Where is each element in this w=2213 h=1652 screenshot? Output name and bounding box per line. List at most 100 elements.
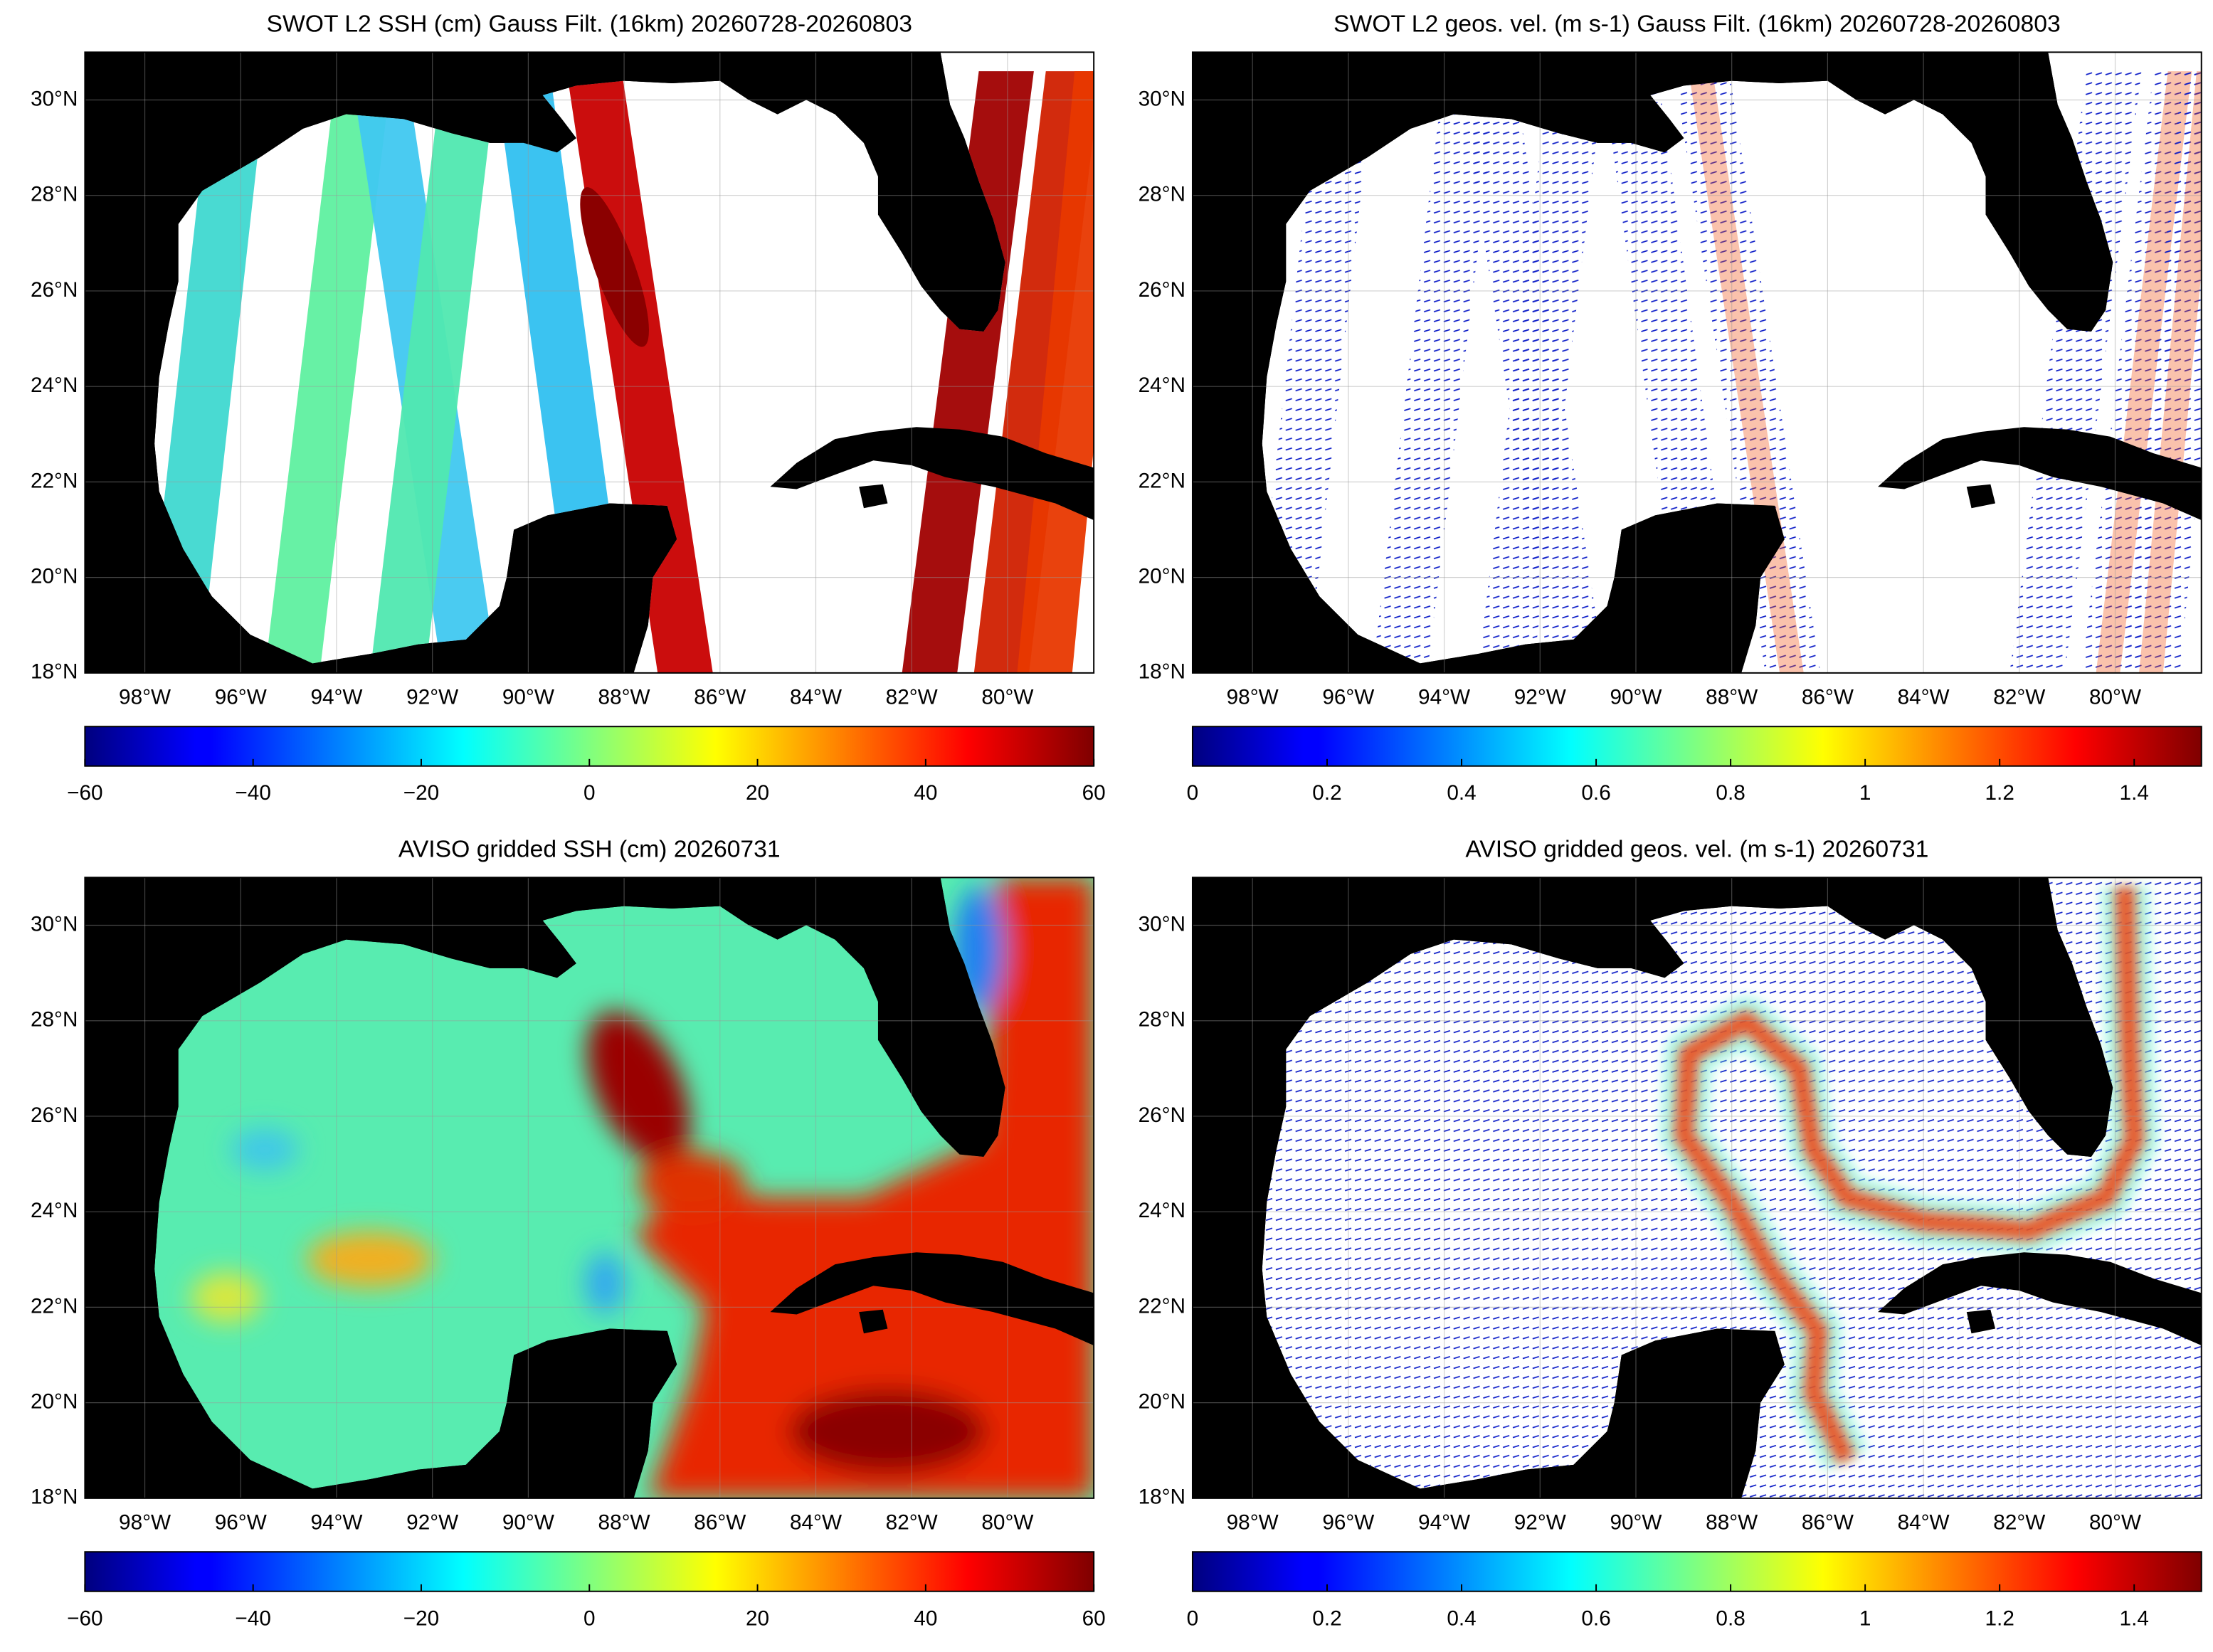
y-tick-label: 24°N	[1139, 1199, 1185, 1222]
x-tick-label: 98°W	[1227, 685, 1279, 709]
x-tick-label: 80°W	[2089, 685, 2141, 709]
island	[1966, 1309, 1996, 1334]
y-tick-label: 22°N	[1139, 1294, 1185, 1318]
swath	[902, 71, 1034, 673]
y-tick-label: 30°N	[31, 87, 78, 110]
y-tick-label: 24°N	[31, 1199, 78, 1222]
y-tick-label: 24°N	[1139, 374, 1185, 397]
colorbar-tick-label: 20	[746, 1606, 769, 1630]
colorbar-tick-label: 0	[1187, 1606, 1199, 1630]
colorbar-tick-label: 0	[583, 1606, 596, 1630]
x-tick-label: 94°W	[1418, 685, 1470, 709]
x-tick-label: 92°W	[406, 1510, 458, 1534]
colorbar-tick-label: 1	[1859, 1606, 1871, 1630]
panel-title: AVISO gridded SSH (cm) 20260731	[398, 836, 781, 863]
x-tick-label: 90°W	[502, 685, 554, 709]
island	[770, 427, 1094, 521]
colorbar-tick-label: −40	[235, 781, 270, 805]
island	[1878, 1252, 2202, 1346]
x-tick-label: 84°W	[790, 685, 842, 709]
x-tick-label: 86°W	[694, 685, 746, 709]
y-tick-label: 20°N	[1139, 564, 1185, 588]
x-tick-label: 88°W	[598, 1510, 650, 1534]
swath-fast-vectors	[2096, 71, 2192, 673]
y-tick-label: 18°N	[1139, 660, 1185, 684]
ssh-high	[633, 877, 1094, 1498]
swath	[154, 71, 268, 673]
grid	[85, 877, 1094, 1498]
ssh-neck	[638, 1152, 745, 1214]
y-tick-label: 18°N	[1139, 1486, 1185, 1509]
x-tick-label: 88°W	[598, 685, 650, 709]
x-tick-label: 84°W	[1898, 1510, 1950, 1534]
colorbar-tick-label: 0.4	[1447, 781, 1476, 805]
colorbar-tick-label: 0	[583, 781, 596, 805]
y-tick-label: 20°N	[31, 1389, 78, 1413]
y-tick-label: 30°N	[1139, 912, 1185, 936]
x-tick-label: 92°W	[406, 685, 458, 709]
swath-vectors	[2009, 71, 2142, 673]
x-tick-label: 94°W	[310, 685, 362, 709]
x-tick-label: 96°W	[215, 1510, 267, 1534]
x-tick-label: 98°W	[1227, 1510, 1279, 1534]
y-tick-label: 20°N	[1139, 1389, 1185, 1413]
ssh-mid	[306, 1231, 434, 1288]
colorbar-tick-label: 0.2	[1312, 1606, 1341, 1630]
x-tick-label: 94°W	[310, 1510, 362, 1534]
y-tick-label: 28°N	[31, 183, 78, 206]
map-frame	[84, 877, 1095, 1499]
x-tick-label: 82°W	[886, 1510, 938, 1534]
colorbar-tick-label: 1.2	[1985, 1606, 2014, 1630]
y-tick-label: 18°N	[31, 1486, 78, 1509]
y-tick-label: 18°N	[31, 660, 78, 684]
swath-vectors	[1262, 71, 1375, 673]
x-tick-label: 88°W	[1706, 685, 1758, 709]
colorbar-tick-label: 0.4	[1447, 1606, 1476, 1630]
ocean	[154, 52, 1094, 673]
current-core	[1674, 886, 2145, 1465]
colorbar-tick-label: −60	[67, 781, 102, 805]
colorbar-tick-label: 1.4	[2120, 1606, 2149, 1630]
x-tick-label: 96°W	[215, 685, 267, 709]
grid	[1192, 52, 2202, 673]
x-tick-label: 90°W	[1610, 1510, 1662, 1534]
x-tick-label: 92°W	[1514, 685, 1566, 709]
panel-title: SWOT L2 SSH (cm) Gauss Filt. (16km) 2026…	[267, 11, 912, 38]
ocean	[1262, 877, 2202, 1498]
colorbar	[1191, 1551, 2202, 1592]
ssh-low	[585, 1252, 625, 1315]
colorbar-tick-label: 1.4	[2120, 781, 2149, 805]
colorbar-tick-label: 40	[914, 1606, 937, 1630]
panel-title: SWOT L2 geos. vel. (m s-1) Gauss Filt. (…	[1333, 11, 2061, 38]
y-tick-label: 22°N	[31, 1294, 78, 1318]
y-tick-label: 26°N	[1139, 278, 1185, 302]
y-tick-label: 22°N	[31, 469, 78, 492]
x-tick-label: 86°W	[1802, 1510, 1854, 1534]
ssh-field	[191, 877, 1094, 1498]
colorbar-tick-label: 0.8	[1716, 1606, 1745, 1630]
colorbar-tick-label: 60	[1082, 781, 1106, 805]
map-panel: SWOT L2 geos. vel. (m s-1) Gauss Filt. (…	[1139, 11, 2202, 805]
map-panel: AVISO gridded geos. vel. (m s-1) 2026073…	[1139, 836, 2202, 1630]
colorbar-tick-label: −20	[403, 1606, 439, 1630]
ssh-eddy	[586, 1011, 690, 1164]
y-tick-label: 28°N	[1139, 183, 1185, 206]
x-tick-label: 80°W	[2089, 1510, 2141, 1534]
swath-vectors	[1372, 71, 1500, 673]
panel-title: AVISO gridded geos. vel. (m s-1) 2026073…	[1465, 836, 1928, 863]
grid	[85, 52, 1094, 673]
x-tick-label: 94°W	[1418, 1510, 1470, 1534]
x-tick-label: 82°W	[1993, 1510, 2045, 1534]
x-tick-label: 98°W	[119, 685, 171, 709]
swath-fast-vectors	[2139, 71, 2202, 673]
x-tick-label: 98°W	[119, 1510, 171, 1534]
colorbar-tick-label: 60	[1082, 1606, 1106, 1630]
y-tick-label: 26°N	[31, 1103, 78, 1127]
swath	[1017, 71, 1094, 673]
x-tick-label: 96°W	[1322, 685, 1374, 709]
colorbar-tick-label: −60	[67, 1606, 102, 1630]
map-frame	[1191, 877, 2202, 1499]
swath	[264, 71, 392, 673]
x-tick-label: 96°W	[1322, 1510, 1374, 1534]
